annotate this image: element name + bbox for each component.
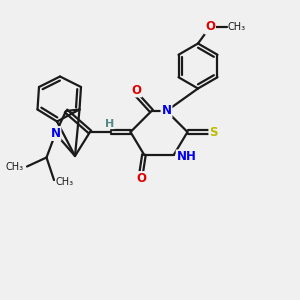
Text: S: S [209, 125, 218, 139]
Text: N: N [50, 127, 61, 140]
Text: NH: NH [177, 150, 196, 164]
Text: CH₃: CH₃ [56, 177, 74, 188]
Text: H: H [105, 118, 114, 129]
Text: O: O [205, 20, 215, 34]
Text: CH₃: CH₃ [5, 161, 23, 172]
Text: O: O [136, 172, 146, 185]
Text: N: N [161, 104, 172, 118]
Text: O: O [131, 83, 142, 97]
Text: CH₃: CH₃ [228, 22, 246, 32]
